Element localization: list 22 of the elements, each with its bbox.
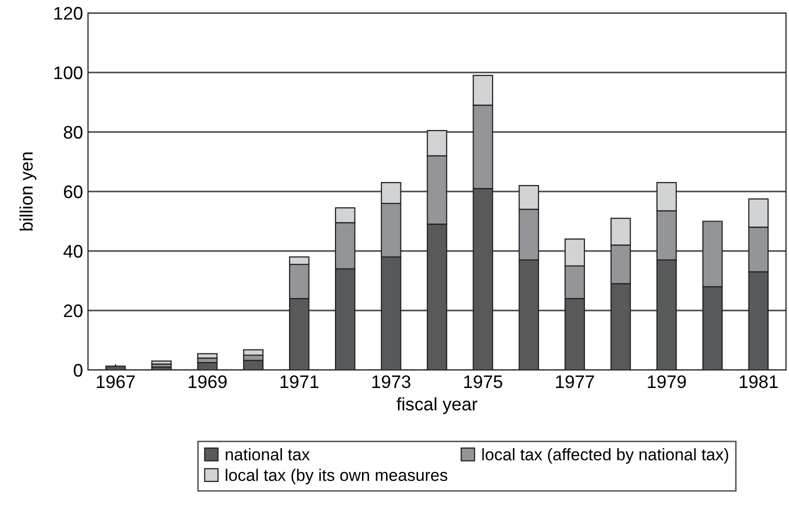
x-tick-label: 1979 xyxy=(648,375,686,388)
y-axis-title: billion yen xyxy=(20,152,36,230)
y-tick-label: 40 xyxy=(63,244,82,258)
x-tick-label: 1971 xyxy=(280,375,318,388)
bar xyxy=(197,353,218,359)
legend-label: national tax xyxy=(226,448,310,460)
bar xyxy=(151,360,172,365)
x-tick-label: 1977 xyxy=(556,375,594,388)
y-tick-label: 0 xyxy=(74,364,82,377)
y-tick-label: 100 xyxy=(54,66,82,80)
y-tick-label: 80 xyxy=(64,126,82,139)
y-tick-label: 20 xyxy=(64,304,82,318)
y-tick-label: 60 xyxy=(64,185,82,198)
x-tick-label: 1973 xyxy=(372,375,410,388)
x-tick-label: 1981 xyxy=(740,375,778,388)
legend-label: local tax (by its own measures xyxy=(226,468,448,484)
y-tick-label: 120 xyxy=(54,6,82,20)
x-tick-label: 1975 xyxy=(464,375,502,388)
x-tick-label: 1967 xyxy=(96,375,135,388)
x-tick-label: 1969 xyxy=(188,375,227,388)
x-axis-title: fiscal year xyxy=(396,397,478,414)
legend-label: local tax (affected by national tax) xyxy=(482,448,728,464)
